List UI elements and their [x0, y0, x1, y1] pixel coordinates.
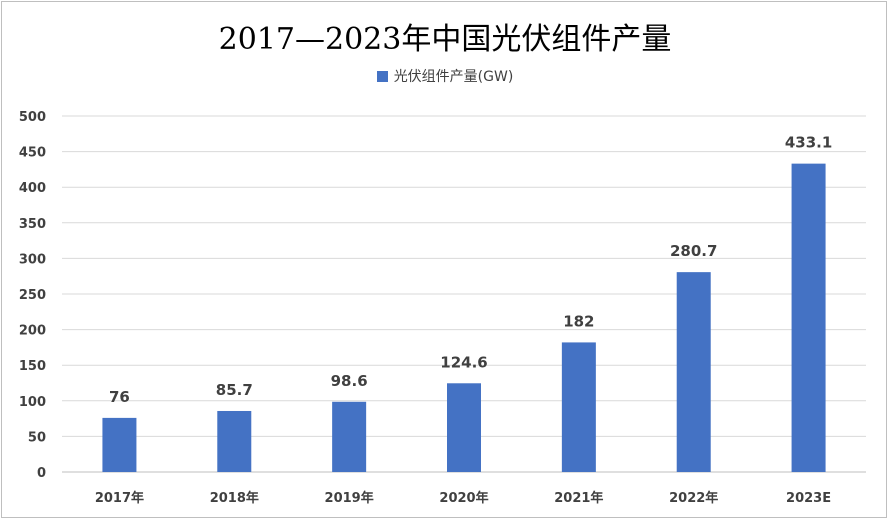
data-label: 182 — [563, 312, 594, 330]
y-tick-label: 450 — [19, 146, 46, 161]
data-label: 280.7 — [670, 242, 717, 260]
bar — [447, 383, 481, 472]
y-tick-label: 0 — [37, 466, 46, 481]
x-tick-label: 2020年 — [439, 490, 488, 506]
x-tick-label: 2017年 — [95, 490, 144, 506]
y-tick-label: 150 — [19, 359, 46, 374]
x-tick-label: 2022年 — [669, 490, 718, 506]
bar — [102, 417, 137, 472]
bar — [332, 401, 367, 472]
x-tick-label: 2021年 — [554, 490, 603, 506]
chart-legend: 光伏组件产量(GW) — [0, 66, 890, 86]
legend-label: 光伏组件产量(GW) — [393, 69, 514, 85]
y-tick-label: 50 — [28, 430, 46, 445]
chart-title: 2017—2023年中国光伏组件产量 — [218, 22, 672, 57]
data-label: 433.1 — [785, 134, 832, 152]
bar — [791, 163, 826, 472]
bar — [217, 410, 252, 472]
data-label: 76 — [109, 388, 130, 406]
x-tick-label: 2018年 — [210, 490, 259, 506]
y-tick-label: 200 — [19, 324, 46, 339]
data-label: 124.6 — [440, 353, 487, 371]
y-tick-label: 100 — [19, 395, 46, 410]
data-label: 98.6 — [331, 372, 368, 390]
bar — [676, 272, 711, 472]
y-tick-label: 500 — [19, 110, 46, 125]
data-label: 85.7 — [216, 381, 253, 399]
x-tick-label: 2023E — [786, 491, 831, 506]
y-tick-label: 400 — [19, 181, 46, 196]
bar — [561, 342, 596, 472]
y-tick-label: 350 — [19, 217, 46, 232]
legend-swatch — [376, 71, 388, 82]
x-tick-label: 2019年 — [325, 490, 374, 506]
y-tick-label: 300 — [19, 252, 46, 267]
y-tick-label: 250 — [19, 288, 46, 303]
